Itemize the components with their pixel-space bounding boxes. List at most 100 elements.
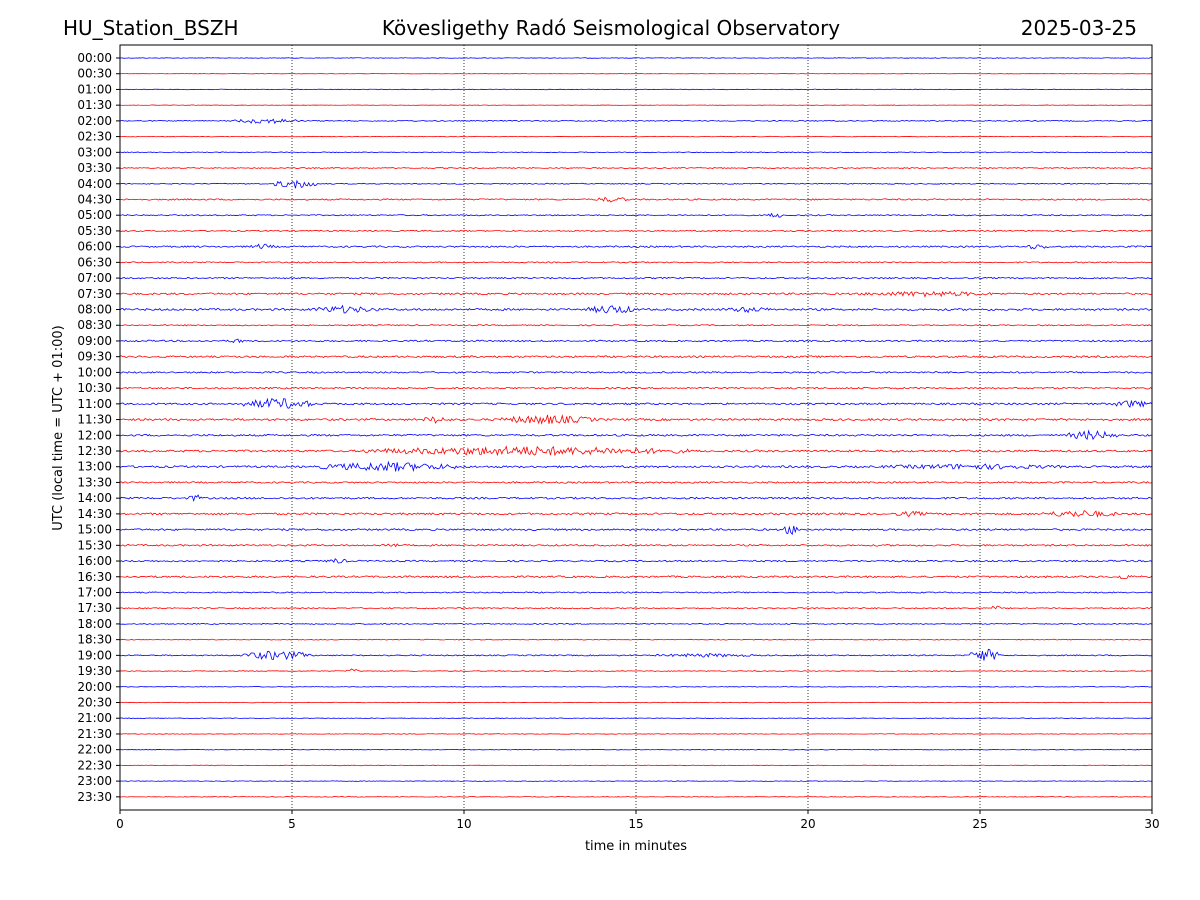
row-label-15: 07:30 — [77, 287, 112, 301]
trace-row-2 — [119, 88, 1153, 91]
trace-row-46 — [120, 780, 1153, 782]
trace-row-24 — [119, 429, 1153, 441]
row-label-3: 01:30 — [77, 98, 112, 112]
trace-row-28 — [119, 494, 1153, 503]
row-label-26: 13:00 — [77, 460, 112, 474]
trace-row-17 — [119, 324, 1153, 327]
row-label-18: 09:00 — [77, 334, 112, 348]
chart-title: Kövesligethy Radó Seismological Observat… — [382, 16, 840, 40]
trace-row-36 — [119, 622, 1153, 625]
trace-row-10 — [119, 212, 1153, 218]
row-label-8: 04:00 — [77, 177, 112, 191]
trace-row-35 — [119, 605, 1153, 610]
row-label-24: 12:00 — [77, 428, 112, 442]
trace-row-22 — [119, 397, 1153, 409]
trace-row-37 — [119, 638, 1153, 641]
trace-row-12 — [119, 243, 1153, 250]
trace-row-29 — [119, 509, 1153, 518]
trace-row-38 — [119, 648, 1153, 661]
row-label-20: 10:00 — [77, 365, 112, 379]
trace-row-5 — [119, 135, 1153, 138]
trace-row-31 — [119, 543, 1153, 548]
x-tick-label-2: 10 — [456, 817, 471, 831]
trace-row-13 — [119, 261, 1153, 264]
seismic-traces — [119, 57, 1153, 798]
trace-row-32 — [119, 558, 1153, 564]
row-label-10: 05:00 — [77, 208, 112, 222]
row-label-6: 03:00 — [77, 145, 112, 159]
x-tick-label-5: 25 — [972, 817, 987, 831]
row-label-46: 23:00 — [77, 774, 112, 788]
x-axis: 0 5 10 15 20 25 30 — [116, 810, 1160, 831]
row-label-35: 17:30 — [77, 601, 112, 615]
trace-row-19 — [119, 355, 1153, 359]
trace-row-0 — [119, 57, 1153, 59]
trace-row-40 — [119, 686, 1153, 688]
row-label-33: 16:30 — [77, 570, 112, 584]
x-tick-label-1: 5 — [288, 817, 296, 831]
row-label-28: 14:00 — [77, 491, 112, 505]
row-label-42: 21:00 — [77, 711, 112, 725]
trace-row-21 — [119, 386, 1153, 390]
row-label-7: 03:30 — [77, 161, 112, 175]
station-name: HU_Station_BSZH — [63, 16, 239, 40]
trace-row-23 — [119, 414, 1153, 425]
row-label-5: 02:30 — [77, 130, 112, 144]
row-label-22: 11:00 — [77, 397, 112, 411]
row-label-14: 07:00 — [77, 271, 112, 285]
trace-row-6 — [119, 151, 1153, 154]
x-tick-label-3: 15 — [628, 817, 643, 831]
trace-row-16 — [119, 304, 1153, 314]
row-label-12: 06:00 — [77, 240, 112, 254]
row-label-23: 11:30 — [77, 413, 112, 427]
x-axis-label: time in minutes — [585, 839, 687, 854]
row-label-40: 20:00 — [77, 680, 112, 694]
row-label-39: 19:30 — [77, 664, 112, 678]
row-label-21: 10:30 — [77, 381, 112, 395]
trace-row-45 — [119, 764, 1153, 767]
y-axis-label: UTC (local time = UTC + 01:00) — [51, 325, 66, 530]
trace-row-44 — [119, 748, 1152, 751]
row-label-13: 06:30 — [77, 255, 112, 269]
trace-row-43 — [119, 733, 1153, 735]
row-label-43: 21:30 — [77, 727, 112, 741]
row-label-27: 13:30 — [77, 475, 112, 489]
trace-row-7 — [119, 167, 1153, 169]
row-label-34: 17:00 — [77, 585, 112, 599]
row-label-38: 19:00 — [77, 648, 112, 662]
row-label-31: 15:30 — [77, 538, 112, 552]
row-label-36: 18:00 — [77, 617, 112, 631]
row-label-9: 04:30 — [77, 192, 112, 206]
row-label-32: 16:00 — [77, 554, 112, 568]
x-tick-label-0: 0 — [116, 817, 124, 831]
row-label-30: 15:00 — [77, 523, 112, 537]
trace-row-26 — [119, 460, 1153, 473]
trace-row-11 — [119, 229, 1153, 233]
row-label-16: 08:00 — [77, 303, 112, 317]
trace-row-41 — [119, 701, 1153, 704]
trace-row-39 — [119, 668, 1153, 672]
row-label-11: 05:30 — [77, 224, 112, 238]
trace-row-30 — [119, 525, 1153, 536]
row-label-25: 12:30 — [77, 444, 112, 458]
trace-row-4 — [119, 118, 1153, 125]
row-label-0: 00:00 — [77, 51, 112, 65]
chart-date: 2025-03-25 — [1021, 16, 1137, 40]
row-label-17: 08:30 — [77, 318, 112, 332]
row-label-29: 14:30 — [77, 507, 112, 521]
row-label-1: 00:30 — [77, 67, 112, 81]
trace-row-33 — [119, 574, 1153, 580]
x-tick-label-4: 20 — [800, 817, 815, 831]
trace-row-14 — [119, 276, 1153, 280]
row-label-37: 18:30 — [77, 633, 112, 647]
trace-row-34 — [119, 591, 1153, 594]
x-gridlines — [291, 45, 981, 810]
row-label-2: 01:00 — [77, 82, 112, 96]
trace-row-8 — [119, 179, 1153, 189]
trace-row-25 — [119, 445, 1153, 457]
trace-row-27 — [119, 481, 1153, 484]
trace-row-9 — [119, 196, 1153, 203]
trace-row-42 — [119, 717, 1152, 719]
